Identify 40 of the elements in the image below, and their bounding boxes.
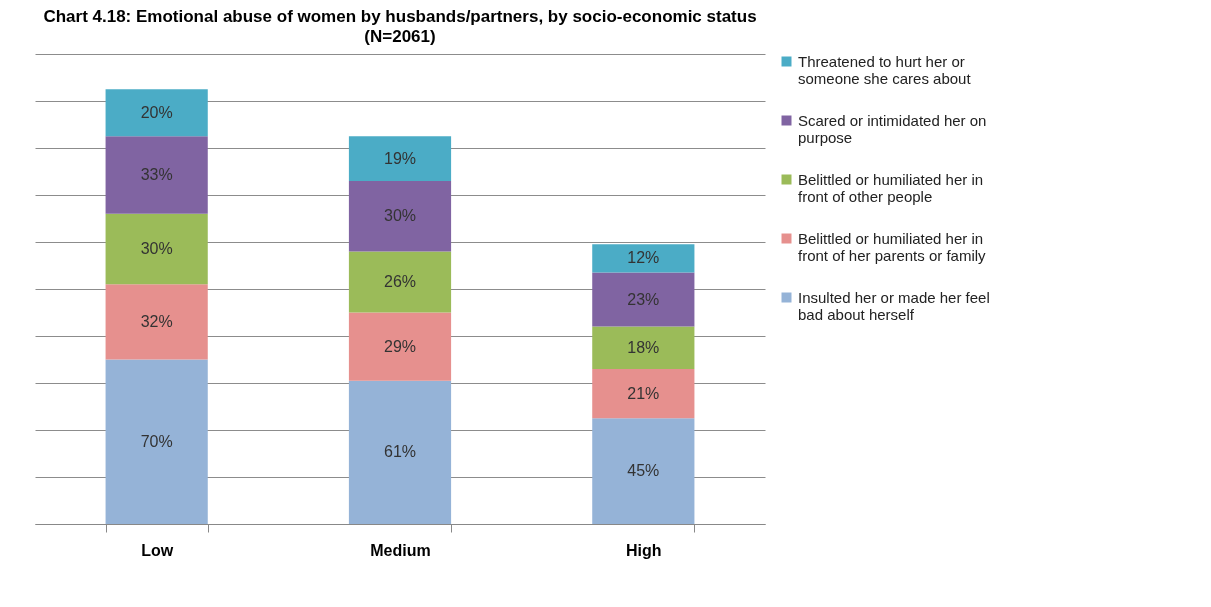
chart-title: Chart 4.18: Emotional abuse of women by husbands/partners, by socio-economic status (43, 7, 757, 26)
data-label: 12% (627, 249, 660, 267)
bar (592, 368, 695, 419)
chart-subtitle: (N=2061) (364, 27, 436, 46)
x-tick-label: High (626, 541, 662, 559)
legend-label: Scared or intimidated her on purpose (798, 111, 987, 146)
legend-label: Belittled or humiliated her in front of other people (798, 170, 984, 205)
data-label: 30% (383, 207, 417, 225)
legend-label: Threatened to hurt her or someone she cares about (798, 52, 972, 87)
bar (105, 359, 208, 524)
data-label: 29% (383, 337, 417, 355)
data-label: 18% (627, 338, 660, 356)
bar (592, 326, 695, 369)
bar (105, 213, 208, 285)
legend-label: Insulted her or made her feel bad about herself (798, 288, 990, 323)
data-label: 32% (140, 312, 173, 330)
x-tick-label: Medium (370, 541, 431, 559)
bar (592, 244, 695, 273)
bar (348, 312, 452, 381)
data-label: 23% (627, 290, 660, 308)
bar (348, 251, 452, 313)
data-label: 21% (627, 384, 660, 402)
bar (105, 89, 208, 137)
data-label: 20% (140, 103, 173, 121)
legend-label: Belittled or humiliated her in front of her parents or family (798, 229, 987, 264)
data-label: 70% (140, 432, 173, 450)
data-label: 45% (627, 462, 660, 480)
bar (105, 284, 208, 360)
data-label: 19% (383, 149, 417, 167)
x-tick-label: Low (141, 541, 174, 559)
bar (105, 136, 208, 214)
bar (592, 272, 695, 327)
data-label: 26% (383, 272, 417, 290)
data-label: 30% (140, 240, 173, 258)
bar (348, 180, 452, 252)
data-label: 61% (383, 443, 417, 461)
bar (592, 418, 695, 524)
bar (348, 136, 452, 181)
bar (348, 380, 452, 524)
data-label: 33% (140, 166, 173, 184)
